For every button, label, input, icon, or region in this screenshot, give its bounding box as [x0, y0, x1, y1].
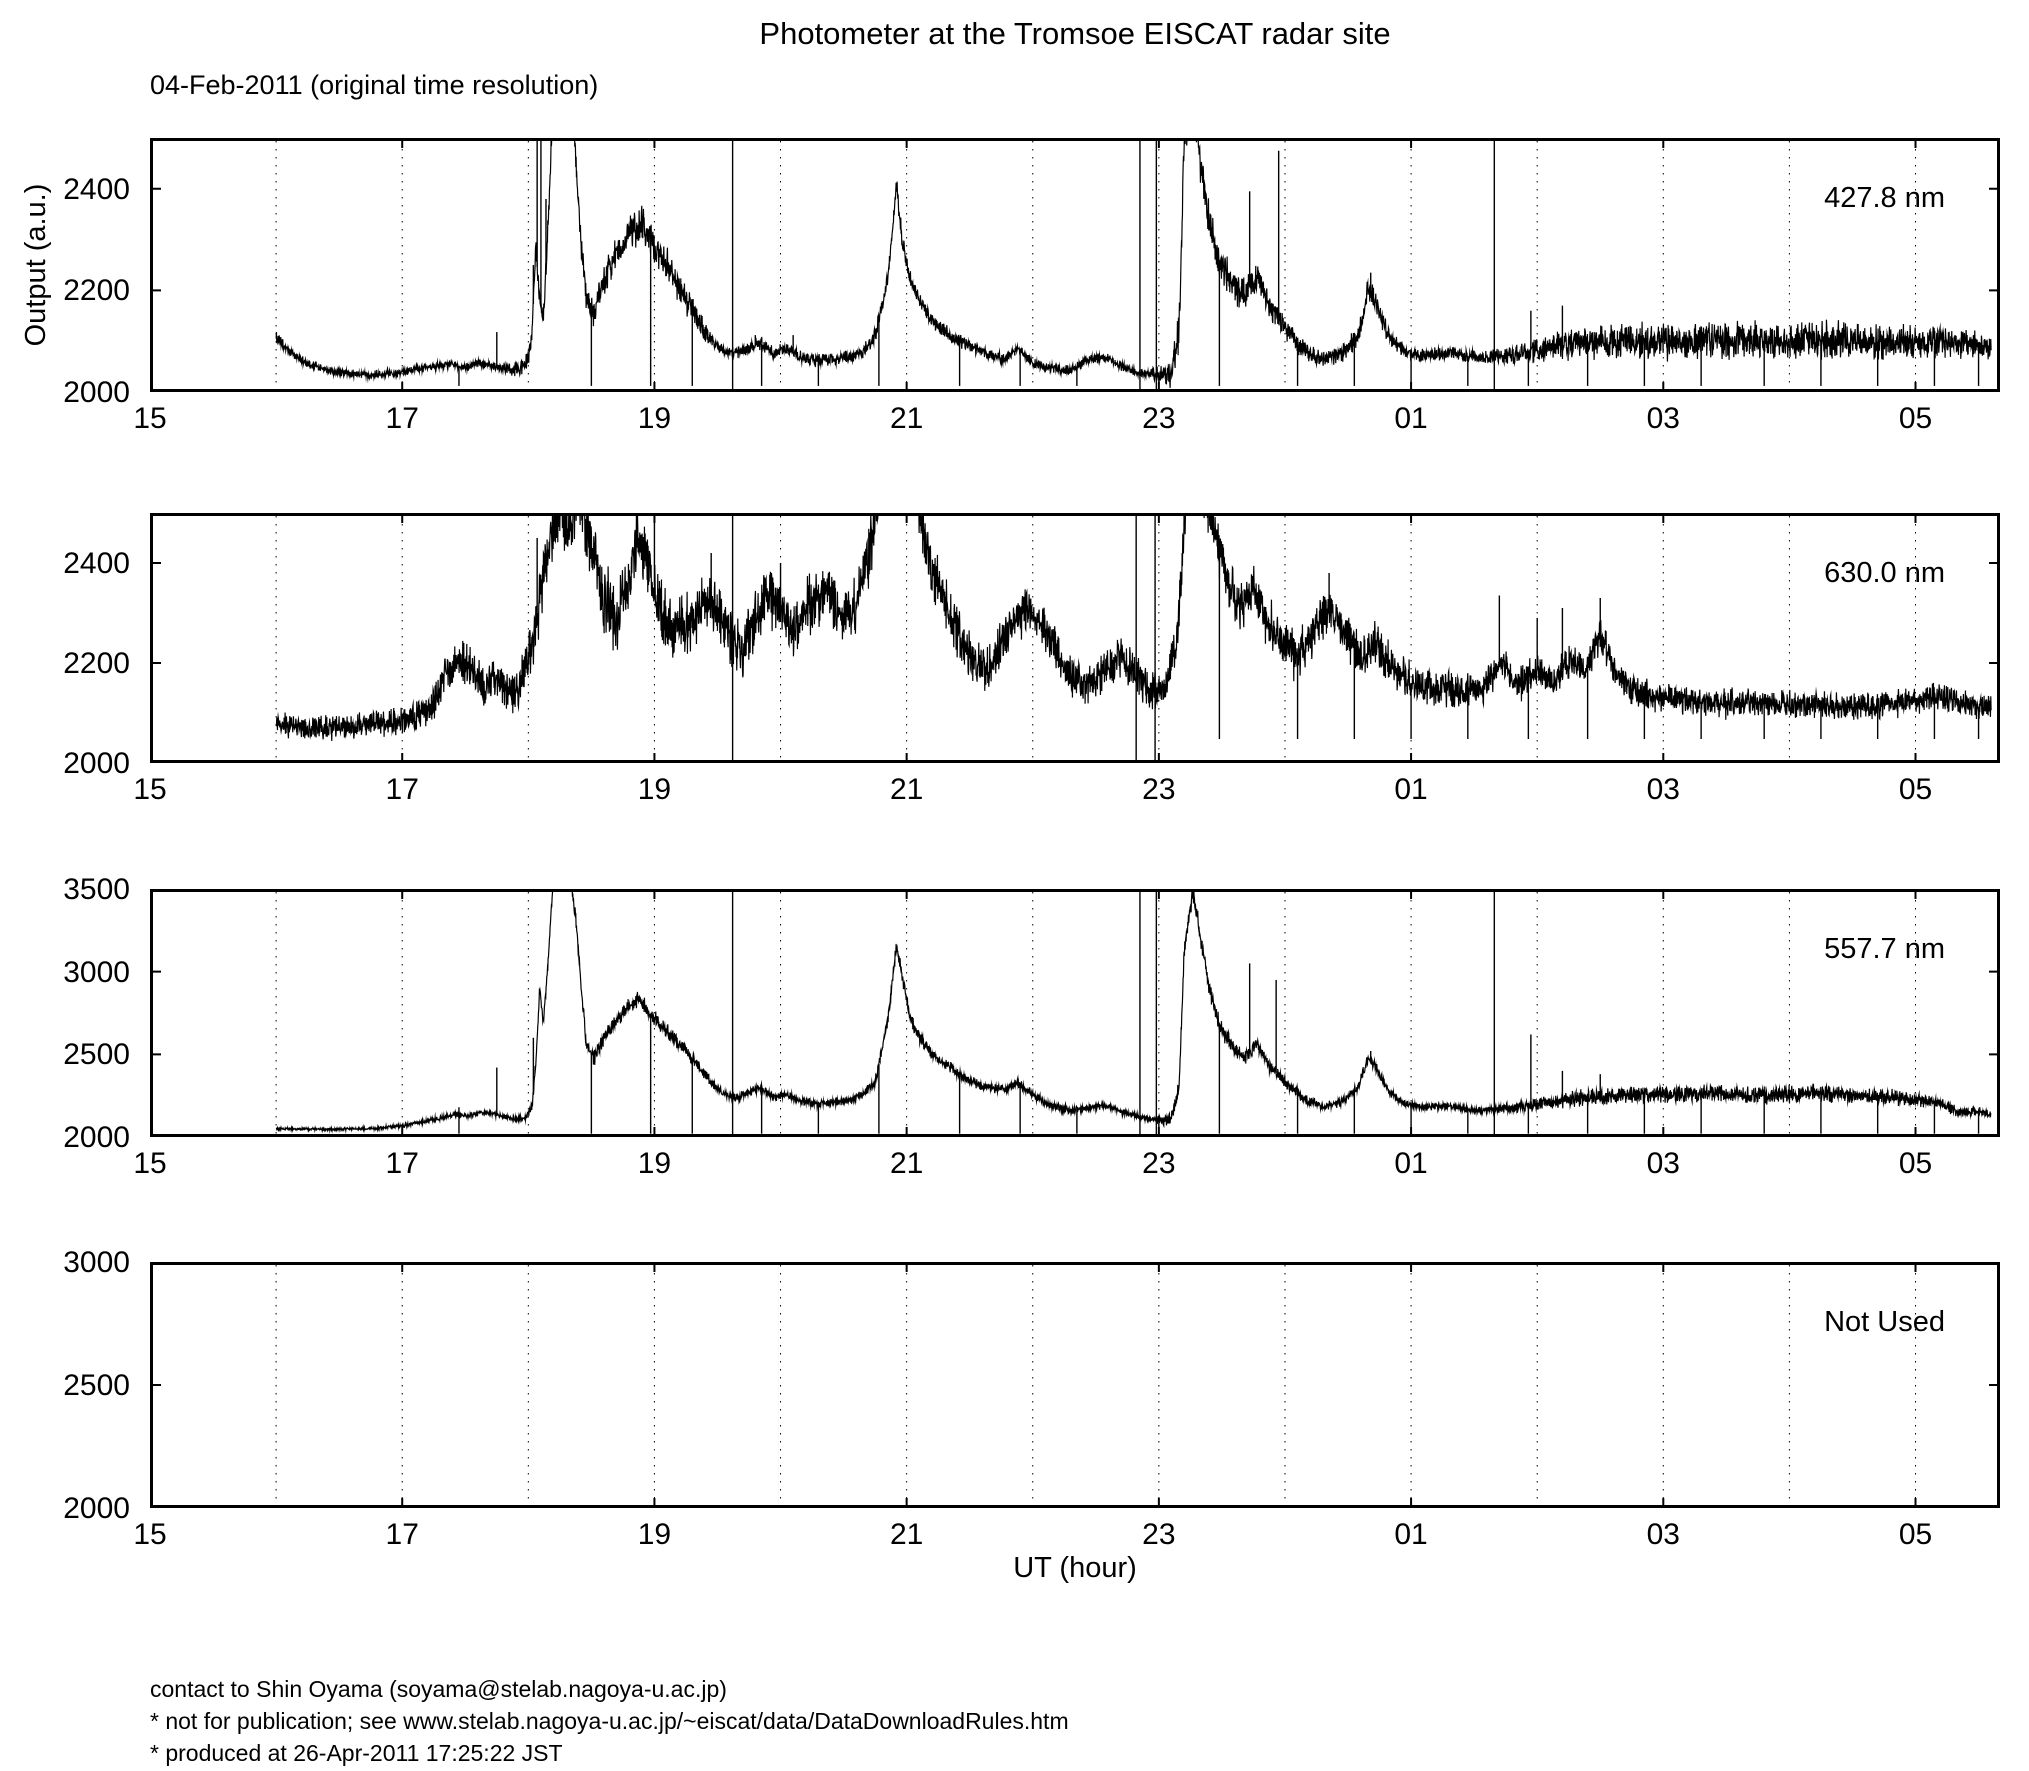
y-tick-label: 2200	[63, 274, 130, 308]
x-tick-label: 03	[1646, 402, 1680, 435]
x-tick-label: 23	[1142, 1147, 1176, 1180]
x-tick-label: 01	[1394, 1518, 1428, 1551]
y-tick-label: 2000	[63, 1492, 130, 1525]
panel-canvas-2	[150, 513, 2000, 763]
panel-canvas-3	[150, 889, 2000, 1137]
panel-label-2: 630.0 nm	[1824, 557, 1945, 589]
y-tick-label: 3500	[63, 873, 130, 906]
y-tick-label: 2500	[63, 1038, 130, 1072]
x-tick-label: 17	[385, 1147, 419, 1180]
x-tick-label: 17	[385, 402, 419, 435]
y-tick-label: 2000	[63, 376, 130, 409]
panel-label-4: Not Used	[1824, 1306, 1945, 1338]
x-tick-label: 19	[637, 1147, 672, 1180]
y-tick-label: 3000	[63, 955, 130, 989]
x-tick-label: 05	[1898, 1147, 1933, 1180]
x-axis-label: UT (hour)	[1013, 1552, 1137, 1584]
panel-canvas-4	[150, 1262, 2000, 1508]
x-tick-label: 01	[1394, 1147, 1428, 1180]
footer-contact: contact to Shin Oyama (soyama@stelab.nag…	[150, 1676, 727, 1702]
x-tick-label: 21	[889, 773, 924, 806]
chart-title: Photometer at the Tromsoe EISCAT radar s…	[759, 16, 1391, 51]
x-tick-label: 19	[637, 1518, 672, 1551]
x-tick-label: 23	[1142, 773, 1176, 806]
y-tick-label: 2400	[63, 547, 130, 580]
x-tick-label: 05	[1898, 773, 1933, 806]
x-tick-label: 01	[1394, 773, 1428, 806]
x-tick-label: 21	[889, 1147, 924, 1180]
y-tick-label: 2200	[63, 647, 130, 680]
x-tick-label: 17	[385, 773, 419, 806]
y-tick-label: 2400	[63, 172, 130, 206]
y-tick-label: 3000	[63, 1246, 130, 1279]
panel-label-1: 427.8 nm	[1824, 182, 1945, 214]
x-tick-label: 23	[1142, 1518, 1176, 1551]
x-tick-label: 03	[1646, 1518, 1680, 1551]
x-tick-label: 15	[133, 1147, 167, 1180]
x-tick-label: 21	[889, 1518, 924, 1551]
x-tick-label: 19	[637, 773, 672, 806]
x-tick-label: 15	[133, 773, 167, 806]
x-tick-label: 03	[1646, 1147, 1680, 1180]
y-tick-label: 2500	[63, 1369, 130, 1402]
y-tick-label: 2000	[63, 747, 130, 780]
x-tick-label: 03	[1646, 773, 1680, 806]
panel-label-3: 557.7 nm	[1824, 933, 1945, 965]
x-tick-label: 15	[133, 1518, 167, 1551]
x-tick-label: 01	[1394, 402, 1428, 435]
x-tick-label: 21	[889, 402, 924, 435]
panel-canvas-1	[150, 138, 2000, 392]
footer-produced-at: * produced at 26-Apr-2011 17:25:22 JST	[150, 1740, 563, 1766]
x-tick-label: 17	[385, 1518, 419, 1551]
footer-publication-note: * not for publication; see www.stelab.na…	[150, 1708, 1069, 1734]
chart-subtitle: 04-Feb-2011 (original time resolution)	[150, 70, 599, 100]
y-tick-label: 2000	[63, 1121, 130, 1154]
x-tick-label: 05	[1898, 402, 1933, 435]
x-tick-label: 05	[1898, 1518, 1933, 1551]
x-tick-label: 15	[133, 402, 167, 435]
x-tick-label: 23	[1142, 402, 1176, 435]
x-tick-label: 19	[637, 402, 672, 435]
